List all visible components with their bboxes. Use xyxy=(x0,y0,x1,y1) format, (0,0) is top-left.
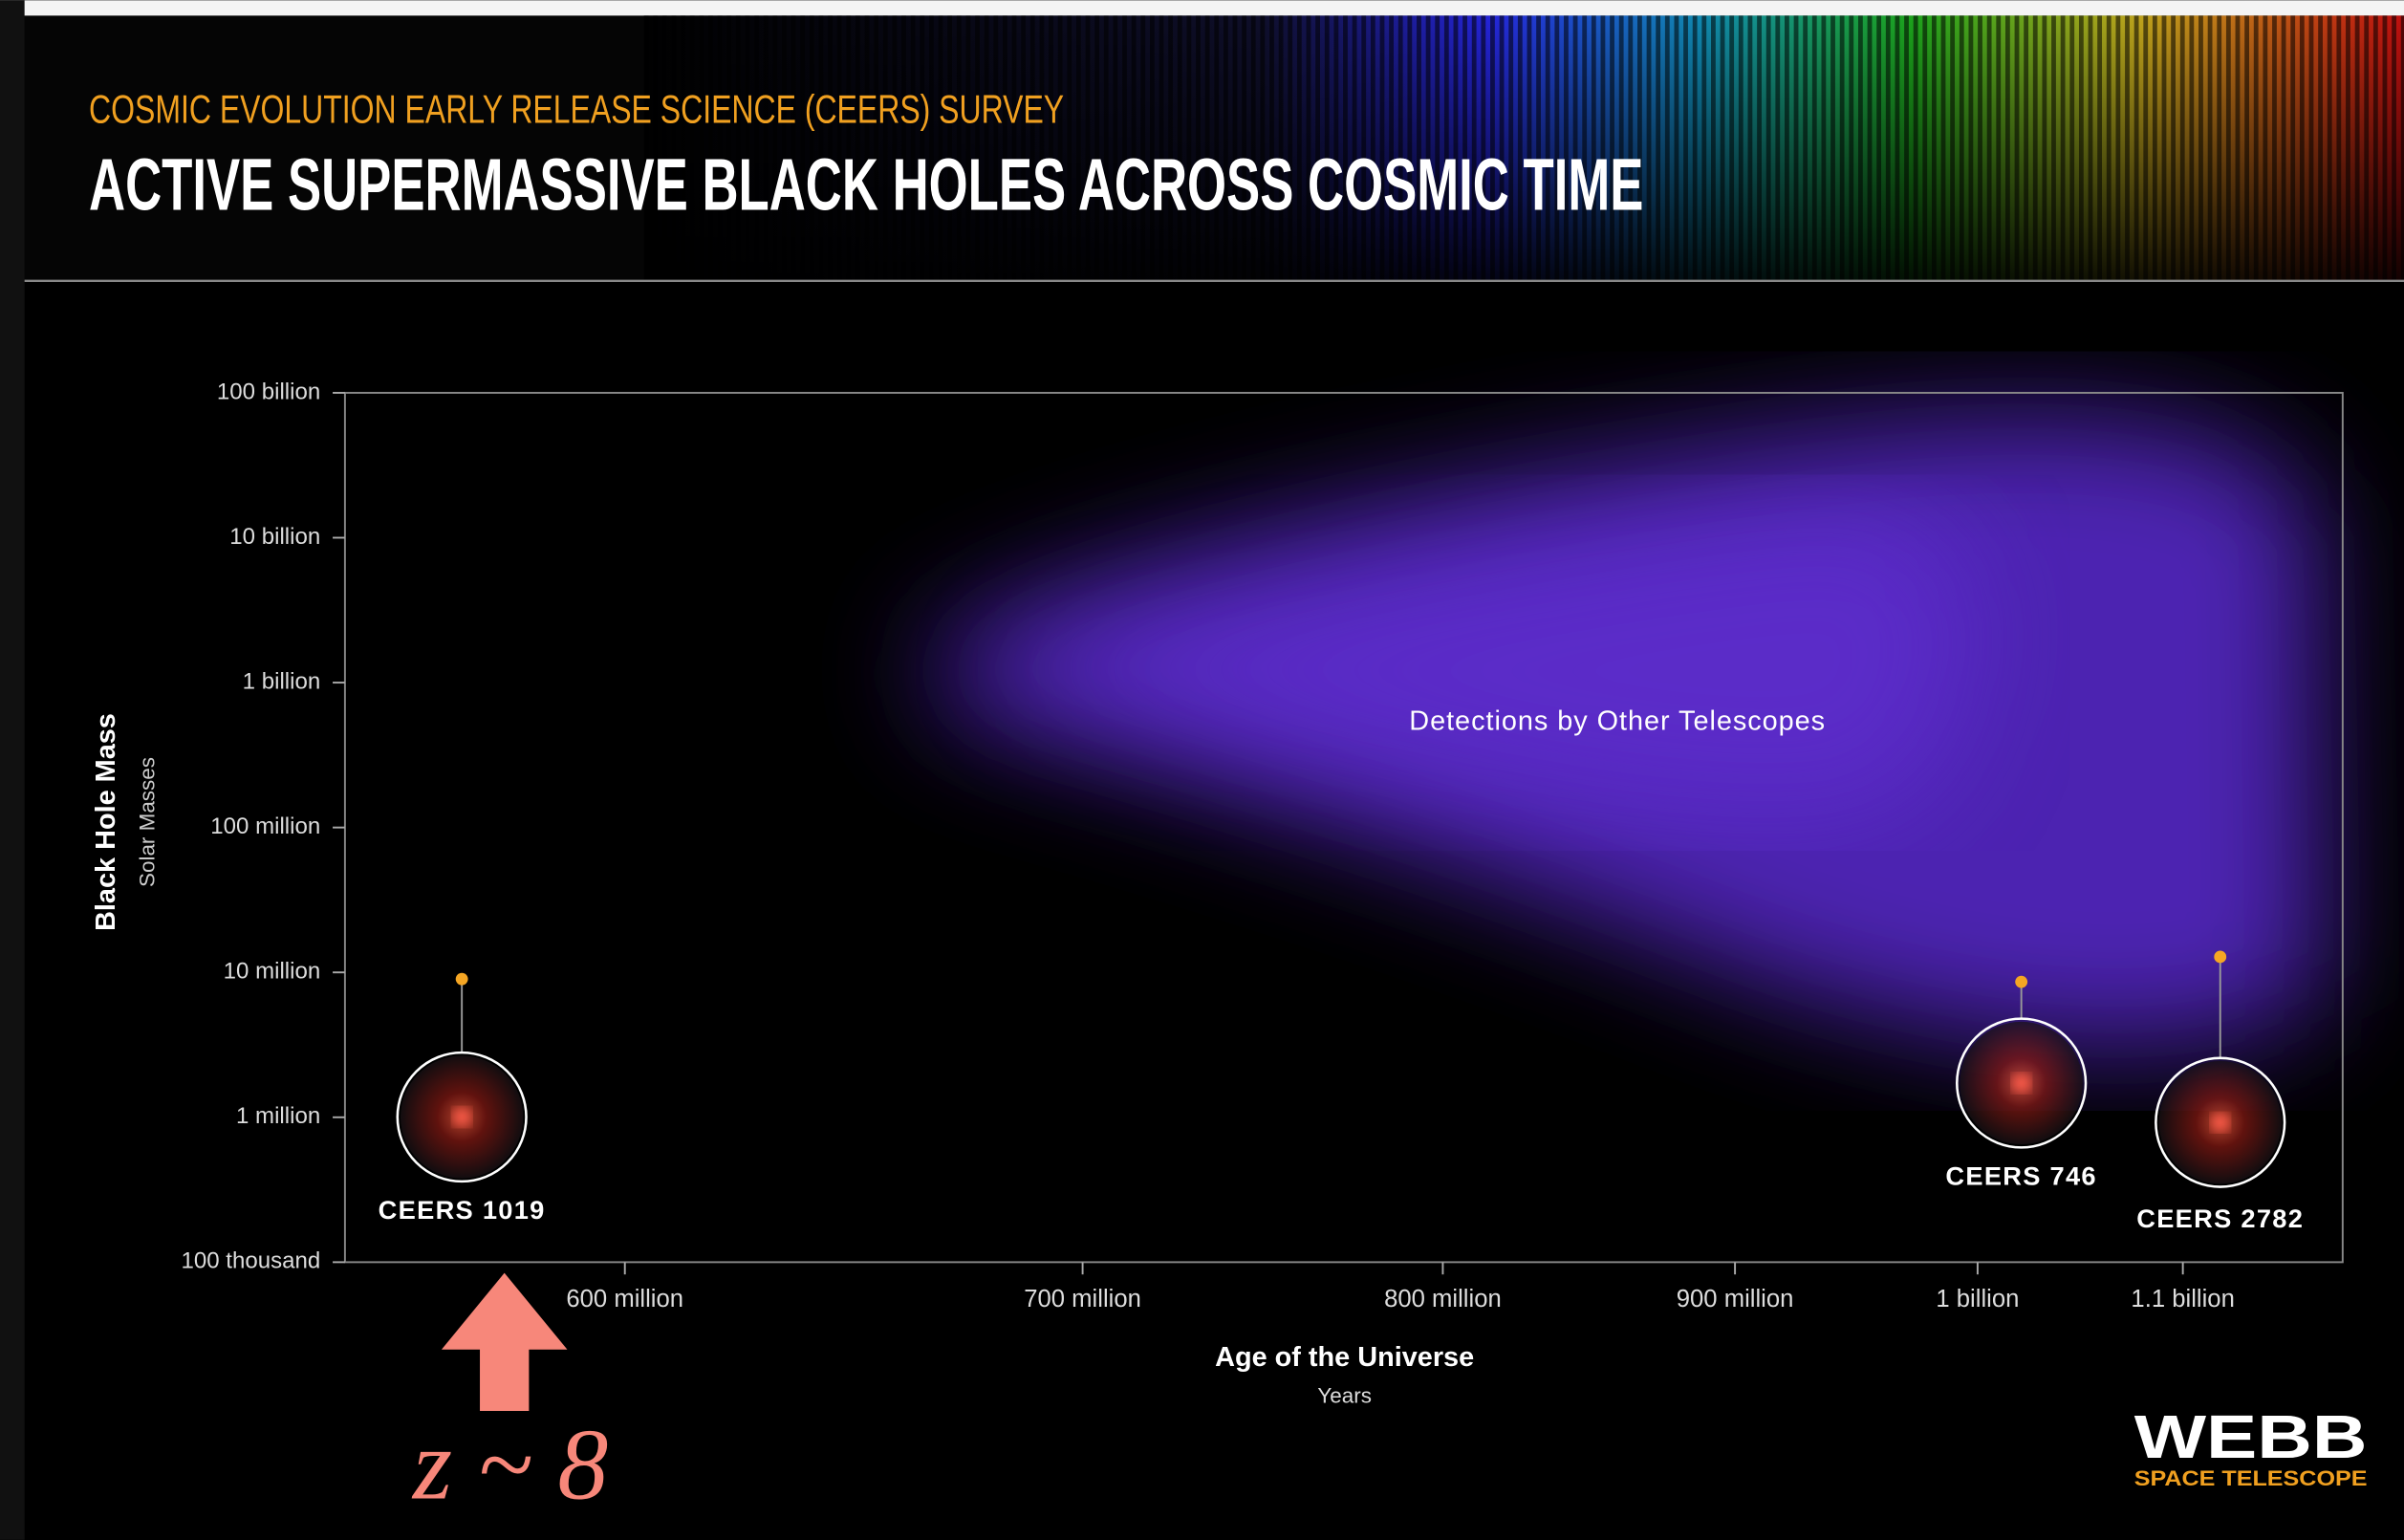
x-tick-label: 700 million xyxy=(1024,1286,1141,1312)
y-tick-label: 10 billion xyxy=(229,524,320,550)
galaxy-core xyxy=(452,1107,471,1127)
x-tick-label: 600 million xyxy=(566,1286,683,1312)
logo: WEBB xyxy=(2134,1402,2368,1471)
y-tick-label: 100 billion xyxy=(217,379,320,404)
x-tick-label: 900 million xyxy=(1677,1286,1794,1312)
point-label: CEERS 1019 xyxy=(379,1195,546,1225)
point xyxy=(2214,950,2227,964)
detections-cloud xyxy=(920,414,2323,1048)
point-label: CEERS 746 xyxy=(1945,1161,2096,1191)
point-label: CEERS 2782 xyxy=(2136,1204,2304,1233)
x-tick-label: 1.1 billion xyxy=(2131,1286,2234,1312)
y-axis-sublabel: Solar Masses xyxy=(136,757,160,887)
x-axis-label: Age of the Universe xyxy=(1215,1342,1474,1373)
point xyxy=(2015,975,2028,988)
y-tick-label: 1 million xyxy=(236,1103,320,1129)
y-tick-label: 10 million xyxy=(224,959,321,985)
x-axis-sublabel: Years xyxy=(1317,1383,1372,1407)
x-tick-label: 800 million xyxy=(1384,1286,1502,1312)
galaxy-core xyxy=(2211,1113,2230,1132)
chart-title: ACTIVE SUPERMASSIVE BLACK HOLES ACROSS C… xyxy=(89,144,1643,227)
supertitle: COSMIC EVOLUTION EARLY RELEASE SCIENCE (… xyxy=(89,86,1064,131)
x-tick-label: 1 billion xyxy=(1936,1286,2019,1312)
y-tick-label: 1 billion xyxy=(243,668,321,694)
point xyxy=(455,972,468,986)
galaxy-core xyxy=(2012,1074,2031,1093)
highlight-label: z ~ 8 xyxy=(411,1409,608,1521)
highlight-arrow xyxy=(441,1272,568,1411)
galaxy-frame xyxy=(2155,1056,2286,1188)
y-tick-label: 100 million xyxy=(210,813,320,839)
galaxy-frame xyxy=(396,1051,528,1183)
cloud-annotation: Detections by Other Telescopes xyxy=(1409,705,1826,736)
y-axis-label: Black Hole Mass xyxy=(91,713,121,931)
logo-sub: SPACE TELESCOPE xyxy=(2134,1466,2368,1490)
y-tick-label: 100 thousand xyxy=(181,1248,320,1274)
galaxy-frame xyxy=(1956,1017,2088,1149)
